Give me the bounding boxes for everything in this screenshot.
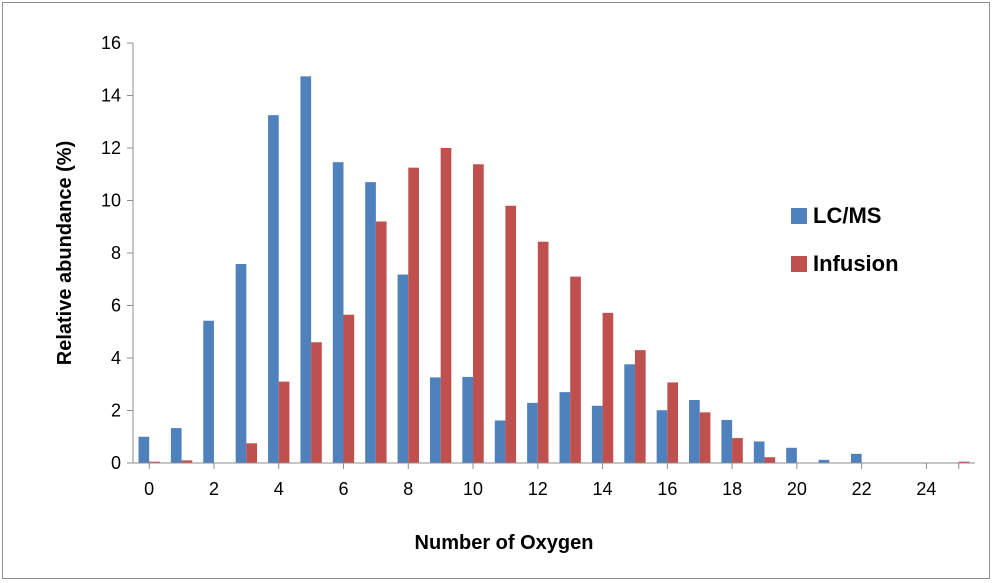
bar-lc-ms-20 xyxy=(786,447,797,463)
y-tick-label: 8 xyxy=(111,243,121,263)
legend-swatch-lcms xyxy=(791,208,807,224)
bar-lc-ms-5 xyxy=(300,76,312,464)
x-tick-label: 2 xyxy=(209,479,219,499)
bar-lc-ms-11 xyxy=(494,420,506,463)
y-axis-title: Relative abundance (%) xyxy=(54,141,76,366)
x-tick-label: 10 xyxy=(463,479,483,499)
x-tick-label: 12 xyxy=(528,479,548,499)
y-tick-label: 16 xyxy=(101,33,121,53)
bar-lc-ms-2 xyxy=(203,320,214,463)
y-axis-ticks: 0 2 4 6 8 10 12 14 16 xyxy=(101,33,133,473)
legend-swatch-infusion xyxy=(791,256,807,272)
legend-label-lcms: LC/MS xyxy=(813,203,881,228)
x-tick-label: 22 xyxy=(852,479,872,499)
y-tick-label: 2 xyxy=(111,401,121,421)
bar-lc-ms-8 xyxy=(397,274,409,463)
bar-lc-ms-15 xyxy=(624,364,635,463)
bar-infusion-15 xyxy=(634,350,646,463)
x-tick-label: 6 xyxy=(338,479,348,499)
bar-lc-ms-14 xyxy=(591,405,603,463)
bar-lc-ms-16 xyxy=(656,410,668,463)
x-axis-ticks: 0 2 4 6 8 10 12 14 16 18 20 22 24 xyxy=(144,463,960,499)
legend: LC/MS Infusion xyxy=(791,203,899,276)
bar-infusion-11 xyxy=(505,205,517,463)
bar-infusion-3 xyxy=(246,443,258,463)
bar-infusion-1 xyxy=(181,460,193,463)
x-tick-label: 4 xyxy=(274,479,284,499)
x-tick-label: 0 xyxy=(144,479,154,499)
bar-infusion-8 xyxy=(408,167,419,463)
x-tick-label: 8 xyxy=(403,479,413,499)
bar-lc-ms-0 xyxy=(138,436,150,463)
bar-infusion-gt25 xyxy=(958,461,970,463)
bar-infusion-14 xyxy=(602,312,614,463)
y-tick-label: 0 xyxy=(111,453,121,473)
bar-lc-ms-12 xyxy=(527,402,538,463)
bar-infusion-6 xyxy=(343,314,355,463)
bars xyxy=(138,76,970,464)
bar-infusion-12 xyxy=(537,241,549,463)
y-tick-label: 14 xyxy=(101,86,121,106)
bar-lc-ms-7 xyxy=(365,182,376,463)
bar-infusion-10 xyxy=(473,164,484,463)
bar-lc-ms-17 xyxy=(689,400,700,463)
bar-infusion-17 xyxy=(699,412,711,463)
bar-infusion-18 xyxy=(732,438,743,463)
bar-lc-ms-6 xyxy=(332,162,344,464)
bar-infusion-0 xyxy=(149,461,160,463)
bar-infusion-7 xyxy=(375,221,387,463)
bar-lc-ms-21 xyxy=(818,459,830,463)
x-tick-label: 16 xyxy=(657,479,677,499)
x-tick-label: 24 xyxy=(916,479,936,499)
x-tick-label: 14 xyxy=(593,479,613,499)
bar-infusion-4 xyxy=(278,381,290,463)
bar-lc-ms-10 xyxy=(462,376,474,463)
bar-lc-ms-9 xyxy=(429,377,441,463)
x-tick-label: 20 xyxy=(787,479,807,499)
bar-lc-ms-22 xyxy=(850,453,862,463)
y-tick-label: 4 xyxy=(111,348,121,368)
bar-lc-ms-1 xyxy=(170,428,182,463)
bar-infusion-19 xyxy=(764,457,776,463)
bar-infusion-5 xyxy=(311,342,322,463)
bar-lc-ms-13 xyxy=(559,392,571,463)
bar-lc-ms-3 xyxy=(235,264,247,463)
y-tick-label: 10 xyxy=(101,191,121,211)
bar-lc-ms-19 xyxy=(753,441,765,463)
bar-lc-ms-18 xyxy=(721,419,733,463)
x-axis-title: Number of Oxygen xyxy=(415,532,594,554)
x-tick-label: 18 xyxy=(722,479,742,499)
bar-infusion-9 xyxy=(440,148,452,463)
y-tick-label: 6 xyxy=(111,296,121,316)
bar-infusion-13 xyxy=(570,276,581,463)
bar-lc-ms-4 xyxy=(268,115,279,463)
y-tick-label: 12 xyxy=(101,138,121,158)
bar-infusion-16 xyxy=(667,382,679,463)
legend-label-infusion: Infusion xyxy=(813,251,899,276)
